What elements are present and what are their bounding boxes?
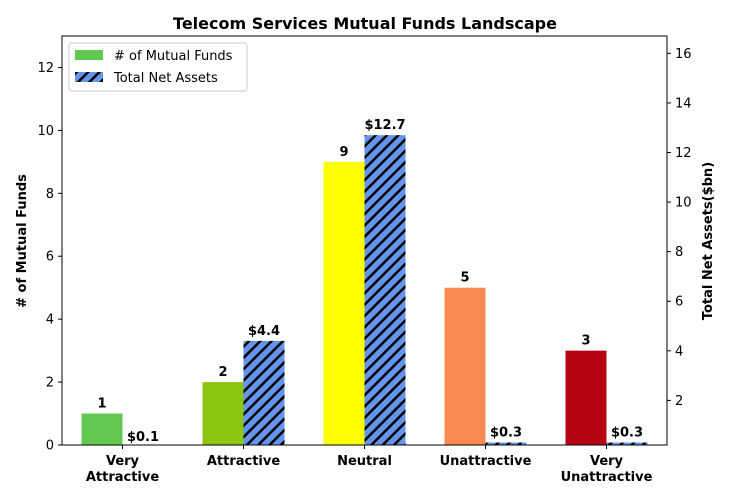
legend-swatch-assets	[75, 72, 103, 82]
legend-label-funds: # of Mutual Funds	[114, 49, 233, 64]
x-tick-label-very-unattractive: Very Unattractive	[561, 454, 653, 485]
right-tick-label-10: 10	[675, 196, 692, 211]
right-tick-label-14: 14	[675, 96, 692, 111]
data-label-assets-very-unattractive: $0.3	[611, 426, 643, 441]
data-label-funds-neutral: 9	[339, 145, 348, 160]
left-tick-label-0: 0	[46, 439, 54, 454]
x-tick-label-unattractive: Unattractive	[440, 454, 532, 469]
right-tick-label-4: 4	[675, 344, 683, 359]
left-tick-label-4: 4	[46, 313, 54, 328]
data-label-assets-very-attractive: $0.1	[127, 430, 159, 445]
legend-swatch-funds	[75, 50, 103, 60]
left-tick-label-12: 12	[37, 61, 54, 76]
x-tick-label-very-attractive: Very Attractive	[86, 454, 160, 485]
left-tick-label-8: 8	[46, 187, 54, 202]
x-tick-label-attractive: Attractive	[207, 454, 281, 469]
x-axis: Very Attractive Attractive Neutral Unattract…	[86, 445, 653, 485]
right-tick-label-6: 6	[675, 295, 683, 310]
bar-funds-unattractive	[444, 287, 486, 445]
right-tick-label-8: 8	[675, 245, 683, 260]
data-label-funds-very-attractive: 1	[97, 397, 106, 412]
bar-funds-attractive	[202, 382, 244, 445]
x-tick-label-neutral: Neutral	[337, 454, 392, 469]
data-label-assets-neutral: $12.7	[364, 118, 405, 133]
left-tick-label-6: 6	[46, 250, 54, 265]
left-tick-label-10: 10	[37, 124, 54, 139]
right-tick-label-16: 16	[675, 47, 692, 62]
chart-title: Telecom Services Mutual Funds Landscape	[173, 14, 557, 33]
labels-layer: 1 $0.1 2 $4.4 9 $12.7 5 $0.3 3 $0.3	[97, 118, 643, 445]
data-label-assets-attractive: $4.4	[248, 324, 280, 339]
bar-funds-very-unattractive	[565, 350, 607, 445]
data-label-funds-very-unattractive: 3	[581, 334, 590, 349]
bar-funds-neutral	[323, 161, 365, 445]
legend-label-assets: Total Net Assets	[113, 71, 218, 86]
data-label-funds-unattractive: 5	[460, 271, 469, 286]
data-label-assets-unattractive: $0.3	[490, 426, 522, 441]
bar-funds-very-attractive	[81, 413, 123, 445]
left-axis: 0 2 4 6 8 10 12	[37, 61, 62, 454]
y-axis-right-label: Total Net Assets($bn)	[701, 162, 716, 320]
data-label-funds-attractive: 2	[218, 365, 227, 380]
legend: # of Mutual Funds Total Net Assets	[68, 42, 248, 92]
bar-assets-neutral	[364, 135, 406, 445]
bar-assets-attractive	[243, 340, 285, 445]
right-axis: 2 4 6 8 10 12 14 16	[667, 47, 692, 409]
right-tick-label-12: 12	[675, 146, 692, 161]
bar-assets-unattractive	[485, 442, 527, 445]
y-axis-left-label: # of Mutual Funds	[15, 174, 30, 308]
bars-layer	[81, 135, 648, 445]
right-tick-label-2: 2	[675, 394, 683, 409]
left-tick-label-2: 2	[46, 376, 54, 391]
legend-box	[68, 42, 248, 92]
bar-assets-very-unattractive	[606, 442, 648, 445]
